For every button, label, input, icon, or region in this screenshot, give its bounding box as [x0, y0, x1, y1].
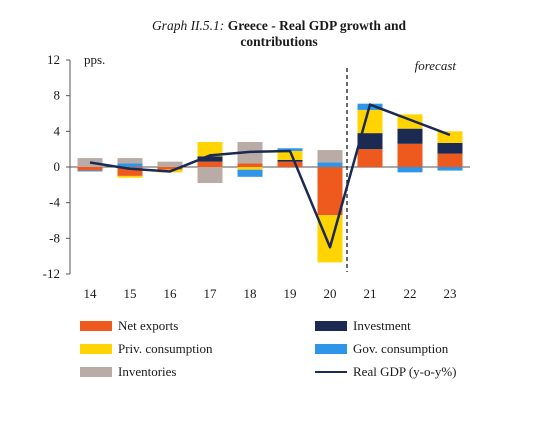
legend-item-net-exports: Net exports — [80, 318, 178, 334]
bar-net-exports — [237, 163, 263, 167]
bar-net-exports — [117, 167, 143, 176]
bar-priv-consumption — [197, 142, 223, 157]
legend-label: Investment — [353, 318, 411, 333]
x-tick-label: 19 — [284, 286, 297, 301]
bar-net-exports — [317, 167, 343, 216]
y-tick-label: -12 — [43, 266, 60, 281]
bar-gov-consumption — [77, 170, 103, 172]
y-tick-label: -8 — [49, 230, 60, 245]
legend-swatch — [315, 344, 347, 354]
bar-gov-consumption — [277, 148, 303, 151]
bar-investment — [197, 156, 223, 162]
bar-gov-consumption — [397, 167, 423, 173]
bar-priv-consumption — [117, 175, 143, 178]
bar-priv-consumption — [357, 109, 383, 134]
x-tick-label: 22 — [404, 286, 417, 301]
bar-inventories — [197, 167, 223, 184]
y-tick-label: 8 — [54, 88, 61, 103]
legend-swatch — [315, 371, 347, 373]
bar-priv-consumption — [437, 131, 463, 143]
x-tick-label: 23 — [444, 286, 457, 301]
legend-swatch — [80, 344, 112, 354]
bar-gov-consumption — [437, 167, 463, 171]
bar-net-exports — [397, 143, 423, 167]
bar-net-exports — [277, 161, 303, 167]
legend-item-inventories: Inventories — [80, 364, 176, 380]
y-unit-label: pps. — [84, 52, 105, 67]
x-tick-label: 17 — [204, 286, 218, 301]
bar-inventories — [77, 158, 103, 167]
bar-priv-consumption — [277, 150, 303, 160]
x-tick-label: 18 — [244, 286, 257, 301]
forecast-label: forecast — [415, 58, 457, 73]
bar-gov-consumption — [317, 162, 343, 167]
legend-label: Net exports — [118, 318, 179, 333]
bar-investment — [437, 142, 463, 154]
bar-priv-consumption — [237, 167, 263, 170]
y-tick-label: 0 — [54, 159, 61, 174]
x-tick-label: 16 — [164, 286, 178, 301]
legend-swatch — [80, 367, 112, 377]
x-tick-label: 20 — [324, 286, 337, 301]
bar-net-exports — [357, 149, 383, 167]
chart-title-prefix: Graph II.5.1: — [151, 18, 225, 33]
legend-item-gov-consumption: Gov. consumption — [315, 341, 448, 357]
legend-label: Real GDP (y-o-y%) — [353, 364, 457, 379]
legend-swatch — [80, 321, 112, 331]
legend-label: Inventories — [118, 364, 177, 379]
y-tick-label: 4 — [54, 123, 61, 138]
bar-net-exports — [437, 153, 463, 167]
legend-item-investment: Investment — [315, 318, 411, 334]
legend-label: Priv. consumption — [118, 341, 213, 356]
x-tick-label: 21 — [364, 286, 377, 301]
bar-net-exports — [197, 161, 223, 167]
legend-item-real-gdp-y-o-y: Real GDP (y-o-y%) — [315, 364, 457, 380]
bar-investment — [277, 159, 303, 162]
bar-gov-consumption — [117, 163, 143, 167]
x-tick-label: 15 — [124, 286, 137, 301]
bar-priv-consumption — [317, 215, 343, 263]
chart-title-line1: Greece - Real GDP growth and — [227, 18, 407, 33]
chart-title-line2: contributions — [240, 34, 318, 49]
bar-inventories — [117, 158, 143, 164]
legend-item-priv-consumption: Priv. consumption — [80, 341, 213, 357]
y-tick-label: 12 — [47, 52, 60, 67]
bar-net-exports — [77, 167, 103, 171]
bar-inventories — [157, 161, 183, 167]
bar-investment — [397, 128, 423, 144]
bar-inventories — [317, 150, 343, 163]
chart-title: Graph II.5.1: Greece - Real GDP growth a… — [0, 18, 558, 50]
bar-investment — [357, 133, 383, 150]
legend-label: Gov. consumption — [353, 341, 449, 356]
line-real-gdp — [89, 103, 451, 249]
y-tick-label: -4 — [49, 195, 60, 210]
x-tick-label: 14 — [84, 286, 98, 301]
bar-net-exports — [157, 167, 183, 170]
legend-swatch — [315, 321, 347, 331]
bar-gov-consumption — [237, 169, 263, 177]
